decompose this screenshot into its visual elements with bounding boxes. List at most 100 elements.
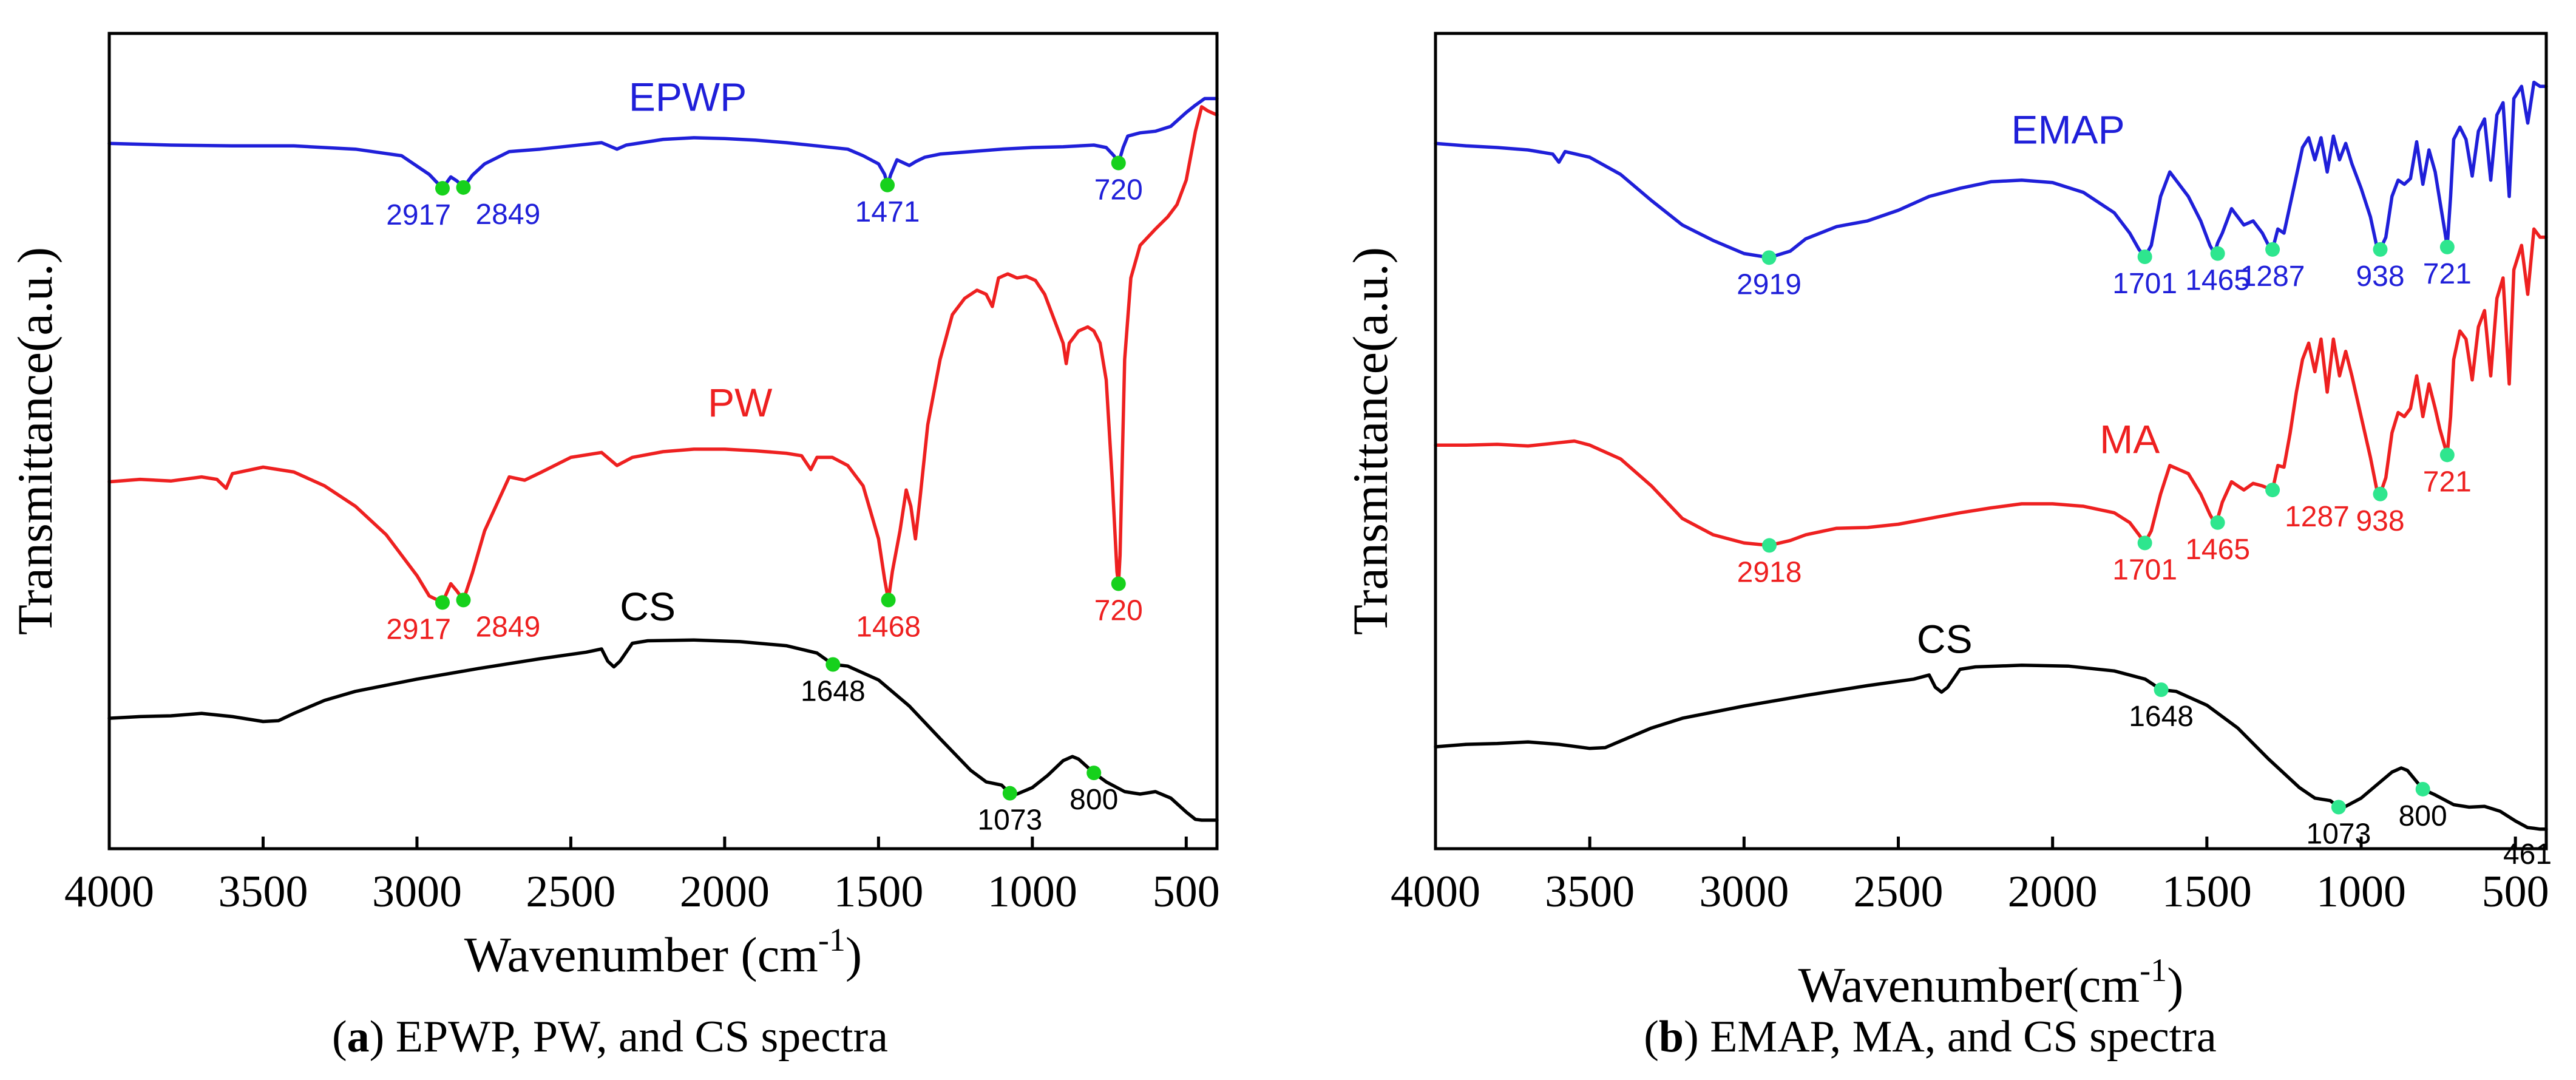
panel-b-series-ma-peak-1287-marker [2265,483,2280,498]
panel-b-series-emap-peak-2919-marker [1761,250,1777,265]
panel-b-x-axis-title-sup: -1 [2140,952,2167,988]
panel-a-series-epwp-line [107,97,1219,190]
panel-a-series-epwp-peak-2917-marker [435,181,450,196]
panel-b-caption-letter: b [1659,1012,1684,1062]
panel-b-plot-frame [1434,32,2548,851]
panel-b-x-axis-title-close: ) [2167,957,2183,1013]
panel-a-x-ticks: 4000 3500 3000 2500 2000 1500 1000 500 [64,837,1220,917]
panel-b-series-emap-peak-938-marker [2373,242,2388,257]
panel-a-series-cs-line [107,638,1219,822]
panel-b-series-emap-peak-1287-marker [2265,242,2280,257]
panel-a-caption: (a) EPWP, PW, and CS spectra [332,1012,888,1062]
panel-b-series-cs-peak-461-label: 461 [2503,838,2552,871]
panel-b-series-ma-line [1434,227,2548,548]
panel-b-x-tick-label-500: 500 [2482,867,2549,917]
panel-b-series-ma-label: MA [2100,417,2160,462]
panel-b-series-emap-peak-721-label: 721 [2423,258,2472,290]
panel-a-series-pw-peak-1468-marker [881,593,896,608]
panel-a-series-cs-peak-1648-marker [825,657,841,672]
panel-a-x-tick-label-1500: 1500 [833,867,923,917]
panel-b-x-tick-label-1500: 1500 [2162,867,2252,917]
panel-b-y-axis-title: Transmittance(a.u.) [1343,247,1398,635]
panel-b-series-cs-peak-1648-marker [2154,682,2169,698]
panel-b-x-axis-title: Wavenumber(cm-1) [1798,952,2184,1013]
panel-b-series-emap-peak-1701-label: 1701 [2112,268,2177,300]
panel-a-series-pw-peak-720-label: 720 [1094,595,1143,627]
panel-a-series-epwp-peak-2849-marker [456,180,471,195]
panel-a-series-pw-peak-720-marker [1111,576,1126,591]
panel-a-x-tick-label-500: 500 [1153,867,1220,917]
panel-b-series-emap-peak-1465-label: 1465 [2185,265,2250,297]
panel-b-series-emap-peak-938-label: 938 [2356,260,2404,293]
panel-a-caption-text: ) EPWP, PW, and CS spectra [370,1012,888,1062]
panel-a-x-tick-label-3000: 3000 [372,867,462,917]
panel-a-y-axis-title: Transmittance(a.u.) [7,247,63,635]
panel-b-series-emap-label: EMAP [2012,107,2125,152]
panel-a-series-cs-peak-1073-marker [1002,786,1017,801]
panel-b-x-axis-title-main: Wavenumber(cm [1798,957,2140,1013]
panel-b-x-tick-label-2500: 2500 [1854,867,1944,917]
panel-b-series-ma-peak-2918-marker [1762,538,1777,553]
panel-a-series-cs-peak-800-marker [1086,766,1102,781]
panel-a-series-layer: EPWP 2917 2849 1471 720 PW 2917 2849 1468 720 CS 16… [107,75,1219,837]
panel-b-series-ma-peak-1287-label: 1287 [2285,501,2350,533]
panel-b-series-cs-peak-800-marker [2415,781,2430,796]
panel-a-plot-frame [107,32,1219,851]
panel-a-series-epwp-peak-1471-marker [880,177,895,192]
panel-b-series-emap-peak-1287-label: 1287 [2240,260,2305,293]
panel-a-series-pw-peak-1468-label: 1468 [856,611,921,643]
panel-a-x-tick-label-4000: 4000 [64,867,154,917]
panel-a-x-axis-title-sup: -1 [818,922,846,958]
panel-a: EPWP 2917 2849 1471 720 PW 2917 2849 1468 720 CS 16… [7,32,1220,1062]
panel-b-series-ma-peak-721-marker [2439,447,2455,463]
panel-b-x-tick-label-4000: 4000 [1391,867,1480,917]
panel-b-x-tick-label-1000: 1000 [2316,867,2406,917]
panel-b-x-tick-label-3000: 3000 [1699,867,1789,917]
panel-b-series-cs-peak-1648-label: 1648 [2129,701,2194,733]
panel-a-x-tick-label-1000: 1000 [988,867,1077,917]
panel-b-series-emap-line [1434,80,2548,260]
panel-a-x-axis-title: Wavenumber (cm-1) [464,922,862,982]
panel-a-series-cs-peak-1648-label: 1648 [801,675,866,707]
panel-a-series-epwp-peak-1471-label: 1471 [855,196,920,228]
panel-a-x-tick-label-2500: 2500 [526,867,615,917]
panel-a-series-pw-peak-2849-marker [456,593,471,608]
panel-b-series-emap-peak-1701-marker [2137,249,2152,264]
panel-b-series-cs-label: CS [1917,617,1973,662]
panel-a-series-epwp-peak-2917-label: 2917 [386,199,451,231]
panel-a-series-pw-peak-2917-marker [435,595,450,610]
panel-a-x-tick-label-3500: 3500 [218,867,308,917]
panel-a-series-pw-peak-2849-label: 2849 [475,611,540,643]
panel-b-series-emap-peak-1465-marker [2210,246,2225,261]
panel-b-series-ma-peak-1465-marker [2210,515,2225,530]
panel-a-series-pw-label: PW [708,380,773,425]
panel-b-series-ma-peak-2918-label: 2918 [1737,556,1802,588]
panel-a-series-epwp-peak-720-label: 720 [1094,174,1143,206]
panel-a-series-cs-peak-800-label: 800 [1069,784,1118,816]
panel-b-caption-text: ) EMAP, MA, and CS spectra [1684,1012,2217,1062]
panel-b-x-tick-label-2000: 2000 [2008,867,2098,917]
panel-b-series-ma-peak-1465-label: 1465 [2185,534,2250,566]
panel-b-series-emap-peak-2919-label: 2919 [1737,268,1802,301]
panel-a-series-epwp-peak-2849-label: 2849 [475,199,540,231]
panel-a-caption-letter: a [347,1012,370,1062]
panel-b-series-cs-line [1434,664,2548,831]
panel-b-series-ma-peak-1701-marker [2137,535,2152,551]
panel-b-series-cs-peak-1073-marker [2331,800,2346,815]
panel-b-x-tick-label-3500: 3500 [1545,867,1635,917]
panel-b-series-ma-peak-938-label: 938 [2356,505,2404,537]
panel-b-caption: (b) EMAP, MA, and CS spectra [1644,1012,2216,1062]
panel-a-x-axis-title-main: Wavenumber (cm [464,927,818,982]
panel-a-series-cs-peak-1073-label: 1073 [977,804,1042,837]
panel-b-series-ma-peak-1701-label: 1701 [2112,554,2177,586]
panel-b-series-ma-peak-938-marker [2373,486,2388,501]
panel-a-caption-open: ( [332,1012,347,1062]
panel-a-x-axis-title-close: ) [846,927,862,982]
panel-a-series-epwp-peak-720-marker [1111,155,1126,171]
panel-a-series-pw-peak-2917-label: 2917 [386,613,451,645]
panel-a-series-epwp-label: EPWP [629,75,747,120]
panel-b-series-ma-peak-721-label: 721 [2423,466,2472,498]
